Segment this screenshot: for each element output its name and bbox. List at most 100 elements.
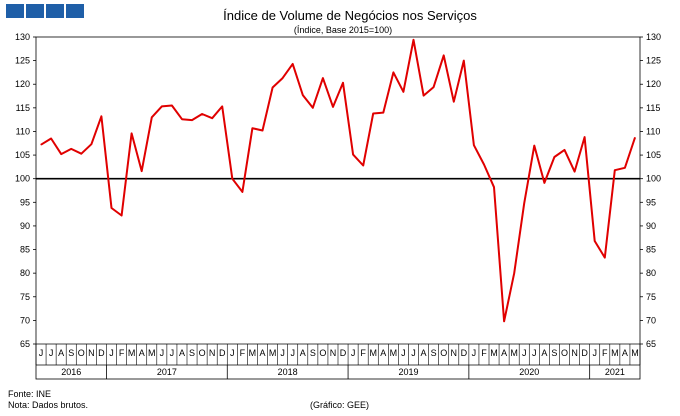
data-point	[70, 148, 72, 150]
data-point	[634, 137, 636, 139]
y-tick-label-right: 65	[646, 339, 656, 349]
year-label: 2021	[605, 367, 625, 377]
data-point	[473, 144, 475, 146]
data-point	[362, 164, 364, 167]
month-label: J	[39, 348, 44, 358]
month-label: J	[522, 348, 527, 358]
y-tick-label-left: 95	[20, 197, 30, 207]
data-point	[282, 77, 284, 79]
month-label: O	[78, 348, 85, 358]
month-label: S	[431, 348, 437, 358]
data-point	[513, 272, 515, 274]
data-point	[493, 186, 495, 188]
data-point	[483, 163, 485, 166]
y-tick-label-left: 90	[20, 221, 30, 231]
month-label: O	[199, 348, 206, 358]
month-label: J	[351, 348, 356, 358]
year-label: 2016	[61, 367, 81, 377]
data-point	[241, 191, 243, 193]
month-label: N	[209, 348, 216, 358]
month-label: D	[581, 348, 588, 358]
data-point	[422, 94, 425, 97]
month-label: A	[541, 348, 547, 358]
month-label: J	[170, 348, 175, 358]
y-tick-label-right: 105	[646, 150, 661, 160]
data-point	[231, 178, 233, 180]
y-tick-label-left: 120	[15, 79, 30, 89]
month-label: A	[421, 348, 427, 358]
data-point	[191, 119, 193, 121]
month-label: A	[380, 348, 386, 358]
year-label: 2020	[519, 367, 539, 377]
data-point	[261, 129, 264, 132]
month-label: J	[290, 348, 295, 358]
month-label: J	[230, 348, 235, 358]
data-point	[40, 144, 42, 146]
y-tick-label-right: 110	[646, 126, 660, 136]
month-label: S	[551, 348, 557, 358]
data-point	[151, 116, 153, 118]
y-tick-label-right: 115	[646, 103, 660, 113]
data-point	[271, 86, 274, 89]
y-tick-label-right: 85	[646, 245, 656, 255]
data-point	[312, 107, 314, 109]
month-label: M	[510, 348, 518, 358]
data-point	[573, 171, 576, 173]
y-tick-label-left: 70	[20, 315, 30, 325]
data-point	[604, 256, 606, 259]
data-point	[543, 182, 545, 184]
month-label: A	[179, 348, 185, 358]
plot-frame	[35, 36, 641, 380]
y-tick-label-left: 75	[20, 292, 30, 302]
month-label: J	[401, 348, 406, 358]
month-label: F	[360, 348, 366, 358]
y-tick-label-right: 95	[646, 197, 656, 207]
month-label: O	[440, 348, 447, 358]
logo-block	[46, 4, 64, 18]
month-label: S	[68, 348, 74, 358]
data-point	[453, 101, 455, 103]
data-point	[533, 145, 535, 147]
data-point	[251, 127, 254, 129]
source-note: Fonte: INE	[8, 389, 52, 399]
month-label: A	[139, 348, 145, 358]
data-point	[201, 113, 203, 115]
publisher-logo	[6, 4, 84, 18]
chart-title: Índice de Volume de Negócios nos Serviço…	[223, 8, 477, 23]
y-tick-label-left: 80	[20, 268, 30, 278]
month-label: M	[390, 348, 398, 358]
month-label: F	[481, 348, 487, 358]
data-point	[563, 149, 566, 151]
data-point	[171, 104, 173, 107]
data-point	[90, 143, 92, 145]
month-label: J	[472, 348, 477, 358]
data-point	[50, 137, 52, 140]
data-point	[80, 153, 82, 155]
data-point	[614, 169, 616, 171]
y-tick-label-right: 125	[646, 56, 661, 66]
month-label: O	[319, 348, 326, 358]
data-point	[584, 136, 586, 138]
y-tick-label-right: 100	[646, 174, 661, 184]
data-point	[141, 170, 143, 172]
month-label: J	[592, 348, 597, 358]
data-point	[402, 91, 405, 93]
data-point	[392, 71, 394, 74]
y-tick-label-right: 80	[646, 268, 656, 278]
month-label: A	[501, 348, 507, 358]
month-label: D	[219, 348, 226, 358]
data-point	[553, 156, 556, 158]
month-label: J	[532, 348, 537, 358]
month-label: M	[249, 348, 257, 358]
month-label: A	[259, 348, 265, 358]
data-point	[523, 202, 525, 204]
month-label: J	[109, 348, 114, 358]
month-label: D	[461, 348, 468, 358]
month-label: J	[160, 348, 165, 358]
data-note: Nota: Dados brutos.	[8, 400, 89, 410]
data-point	[382, 111, 384, 114]
logo-block	[26, 4, 44, 18]
month-label: O	[561, 348, 568, 358]
y-tick-label-left: 130	[15, 32, 30, 42]
